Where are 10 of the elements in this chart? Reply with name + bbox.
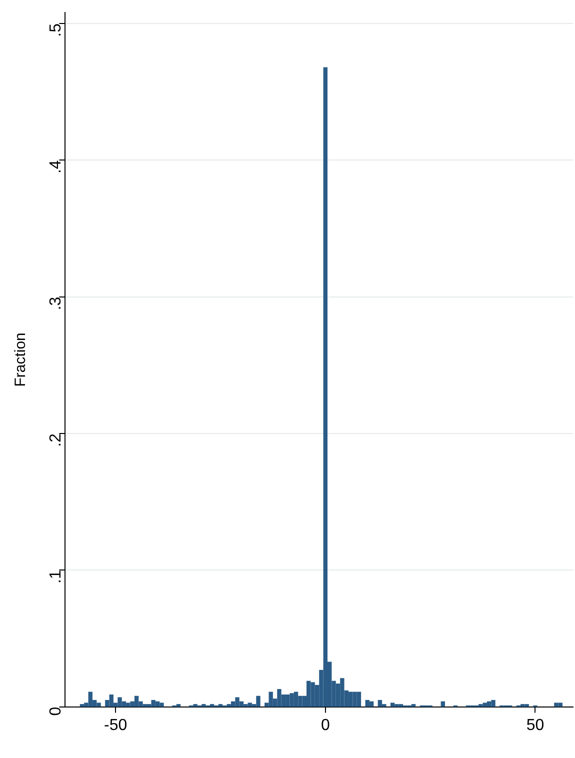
x-tick-label: -50 [104,716,128,734]
y-axis-title: Fraction [12,332,30,387]
x-tick-label: 50 [526,716,544,734]
y-tick-label: .1 [48,570,65,584]
y-tick-label: 0 [48,706,65,716]
y-tick-label: .5 [48,23,65,37]
y-tick-label: .2 [48,433,65,447]
y-tick-label: .4 [48,160,65,174]
x-tick-label: 0 [320,716,330,734]
y-tick-label: .3 [48,296,65,310]
